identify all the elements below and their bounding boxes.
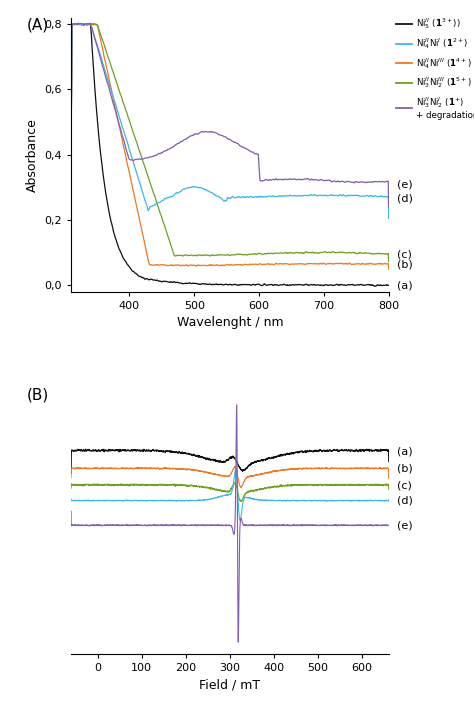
Text: (B): (B) [27, 388, 49, 403]
Text: (a): (a) [397, 446, 413, 456]
Text: (e): (e) [397, 179, 413, 189]
Text: (a): (a) [397, 280, 413, 290]
Text: (c): (c) [397, 480, 412, 490]
X-axis label: Field / mT: Field / mT [200, 679, 260, 691]
Text: (A): (A) [27, 18, 49, 33]
Y-axis label: Absorbance: Absorbance [26, 117, 39, 192]
Text: (c): (c) [397, 250, 412, 259]
Text: (d): (d) [397, 496, 413, 506]
Text: (b): (b) [397, 259, 413, 269]
Text: (d): (d) [397, 194, 413, 204]
Text: (b): (b) [397, 464, 413, 474]
Text: (e): (e) [397, 520, 413, 530]
Legend: Ni$^{II}_{5}$ ($\mathbf{1}^{3+}$)), Ni$^{II}_{4}$Ni$^{I}$ ($\mathbf{1}^{2+}$), N: Ni$^{II}_{5}$ ($\mathbf{1}^{3+}$)), Ni$^… [396, 16, 474, 120]
X-axis label: Wavelenght / nm: Wavelenght / nm [177, 316, 283, 329]
